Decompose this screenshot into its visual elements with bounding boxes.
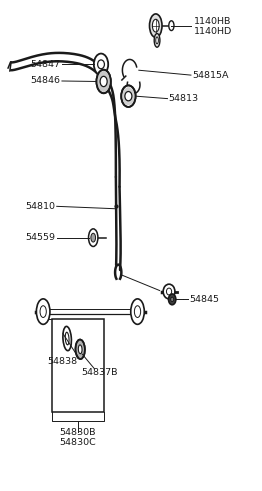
Ellipse shape xyxy=(125,91,132,101)
Circle shape xyxy=(40,306,46,318)
Circle shape xyxy=(36,299,50,325)
Text: 54838: 54838 xyxy=(48,357,78,366)
Text: 54810: 54810 xyxy=(25,202,55,211)
Ellipse shape xyxy=(75,340,85,359)
Ellipse shape xyxy=(156,37,158,44)
Circle shape xyxy=(169,21,174,30)
Text: 54559: 54559 xyxy=(25,233,55,242)
Ellipse shape xyxy=(78,345,82,354)
Text: 54813: 54813 xyxy=(169,94,199,103)
Ellipse shape xyxy=(168,294,176,305)
Ellipse shape xyxy=(163,284,175,299)
Text: 1140HD: 1140HD xyxy=(194,27,232,35)
Ellipse shape xyxy=(125,92,132,101)
Ellipse shape xyxy=(100,76,107,86)
Text: 54846: 54846 xyxy=(31,77,61,85)
Circle shape xyxy=(150,14,162,37)
Ellipse shape xyxy=(97,71,110,92)
Ellipse shape xyxy=(154,33,160,47)
Text: 54830C: 54830C xyxy=(59,438,96,447)
Ellipse shape xyxy=(65,332,69,345)
Circle shape xyxy=(91,233,96,242)
Circle shape xyxy=(134,306,141,318)
Ellipse shape xyxy=(63,327,72,351)
Text: 54845: 54845 xyxy=(189,295,219,304)
Text: 54847: 54847 xyxy=(31,60,61,69)
Ellipse shape xyxy=(100,77,107,86)
Circle shape xyxy=(131,299,144,325)
Text: 54837B: 54837B xyxy=(81,368,118,377)
Circle shape xyxy=(152,19,159,32)
Text: 54815A: 54815A xyxy=(192,71,229,80)
Circle shape xyxy=(89,229,98,246)
Ellipse shape xyxy=(98,60,105,69)
Ellipse shape xyxy=(166,288,172,295)
Ellipse shape xyxy=(171,297,174,301)
Ellipse shape xyxy=(96,70,111,93)
Ellipse shape xyxy=(121,85,135,107)
Text: 54830B: 54830B xyxy=(59,428,96,437)
Ellipse shape xyxy=(94,54,108,75)
Text: 1140HB: 1140HB xyxy=(194,17,231,26)
Ellipse shape xyxy=(122,87,135,105)
Bar xyxy=(52,319,104,412)
